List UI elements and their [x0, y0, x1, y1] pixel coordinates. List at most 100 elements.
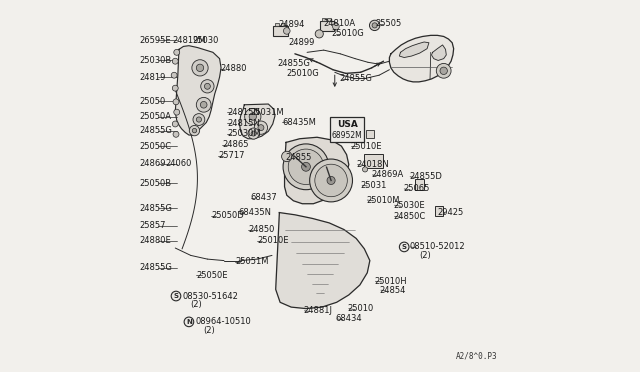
Circle shape [201, 80, 214, 93]
Text: 25030M: 25030M [227, 129, 260, 138]
Circle shape [200, 102, 207, 108]
Text: 26595E: 26595E [139, 36, 171, 45]
Text: 25050A: 25050A [139, 112, 171, 121]
Text: 25050D: 25050D [211, 211, 244, 220]
Circle shape [249, 113, 257, 120]
Circle shape [301, 162, 310, 171]
Text: 68435N: 68435N [239, 208, 272, 217]
Text: 29425: 29425 [437, 208, 463, 217]
Text: 25031: 25031 [360, 181, 387, 190]
Text: 24855G: 24855G [278, 59, 310, 68]
Text: 24855D: 24855D [410, 172, 442, 181]
Circle shape [244, 109, 261, 125]
Text: 25717: 25717 [218, 151, 245, 160]
Text: 24815N: 24815N [227, 119, 260, 128]
Text: 24850: 24850 [248, 225, 275, 234]
Circle shape [258, 125, 264, 131]
Text: 24815N: 24815N [227, 108, 260, 117]
Polygon shape [399, 42, 429, 58]
Circle shape [189, 125, 200, 136]
Text: 25010E: 25010E [350, 142, 382, 151]
Text: 25031M: 25031M [251, 108, 284, 117]
Text: 25050E: 25050E [196, 271, 228, 280]
Text: (2): (2) [419, 251, 431, 260]
Text: 24880: 24880 [220, 64, 247, 73]
Bar [328, 18, 331, 20]
Text: 24854: 24854 [380, 286, 406, 295]
Circle shape [172, 121, 178, 127]
Circle shape [174, 49, 180, 55]
Bar [320, 20, 334, 31]
Text: 24855G: 24855G [139, 203, 172, 213]
Text: 24850C: 24850C [394, 212, 426, 221]
Text: 25030E: 25030E [394, 201, 426, 210]
Bar [415, 179, 424, 190]
Polygon shape [239, 104, 275, 139]
Text: 25030: 25030 [193, 36, 219, 45]
Text: 68434: 68434 [335, 314, 362, 323]
Polygon shape [276, 212, 370, 309]
Polygon shape [431, 45, 446, 61]
Circle shape [369, 20, 380, 31]
Text: N: N [186, 319, 192, 325]
Circle shape [196, 97, 211, 112]
Text: 25030B: 25030B [139, 56, 172, 65]
Circle shape [193, 113, 205, 125]
Text: 25010G: 25010G [286, 69, 319, 78]
Circle shape [248, 128, 259, 139]
Text: 24819: 24819 [139, 73, 166, 81]
Circle shape [440, 67, 447, 74]
Circle shape [399, 242, 409, 252]
Text: 24880E: 24880E [139, 236, 171, 245]
Text: 68952M: 68952M [332, 131, 363, 140]
Circle shape [204, 83, 211, 89]
Text: 25010H: 25010H [374, 277, 407, 286]
Circle shape [172, 72, 177, 78]
Text: (2): (2) [190, 300, 202, 310]
Bar [364, 154, 383, 168]
Text: 25050C: 25050C [139, 142, 172, 151]
Text: 24869: 24869 [139, 159, 166, 169]
Text: 08510-52012: 08510-52012 [410, 243, 465, 251]
Circle shape [172, 58, 178, 64]
Text: 24894: 24894 [278, 20, 305, 29]
Text: 25051M: 25051M [235, 257, 269, 266]
Circle shape [284, 28, 290, 34]
Circle shape [196, 64, 204, 71]
Text: 08964-10510: 08964-10510 [195, 317, 251, 326]
Circle shape [282, 151, 292, 161]
Text: S: S [173, 293, 179, 299]
Circle shape [333, 23, 339, 30]
Text: 24855G: 24855G [339, 74, 372, 83]
Text: 25050B: 25050B [139, 179, 172, 187]
Circle shape [174, 109, 180, 115]
Text: 25010M: 25010M [366, 196, 399, 205]
Bar [366, 130, 374, 138]
Circle shape [315, 164, 348, 197]
Text: 68435M: 68435M [282, 118, 316, 127]
Text: 25505: 25505 [376, 19, 402, 28]
Circle shape [310, 159, 353, 202]
Polygon shape [175, 46, 221, 135]
Text: 24869A: 24869A [371, 170, 403, 179]
Bar [435, 206, 444, 216]
Circle shape [327, 176, 335, 185]
Text: S: S [402, 244, 406, 250]
Bar [281, 23, 285, 26]
Text: 24855G: 24855G [139, 126, 172, 135]
Text: 25857: 25857 [139, 221, 166, 230]
Bar [322, 18, 326, 20]
Circle shape [436, 63, 451, 78]
Text: 24819M: 24819M [172, 36, 206, 45]
Circle shape [192, 128, 196, 133]
Text: 25010G: 25010G [332, 29, 365, 38]
Text: USA: USA [337, 121, 358, 129]
Bar [273, 26, 288, 36]
Text: A2/8^0.P3: A2/8^0.P3 [456, 351, 497, 360]
Circle shape [372, 23, 377, 28]
Circle shape [288, 149, 324, 185]
Circle shape [184, 317, 194, 327]
Circle shape [192, 60, 208, 76]
Text: 24060: 24060 [165, 159, 191, 169]
Text: 25065: 25065 [403, 185, 430, 193]
